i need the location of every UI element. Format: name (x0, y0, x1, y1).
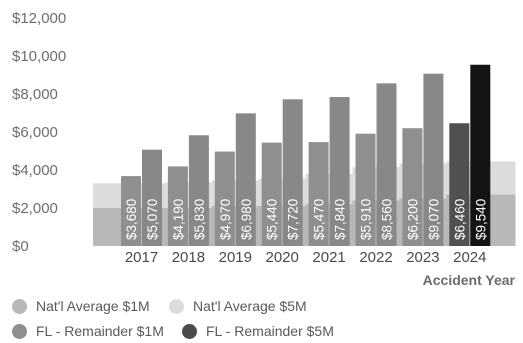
bar-fl-1m-2017 (121, 176, 141, 246)
legend-item-fl-1m: FL - Remainder $1M (12, 323, 164, 339)
x-tick-label: 2019 (219, 249, 252, 266)
legend-label-nat-5m: Nat'l Average $5M (193, 298, 307, 314)
bar-label-fl-5m-2019: $6,980 (239, 199, 254, 240)
bar-fl-5m-2017 (142, 149, 162, 246)
bar-label-fl-1m-2017: $3,680 (124, 199, 139, 240)
bar-label-fl-1m-2019: $4,970 (218, 199, 233, 240)
legend-swatch-fl-1m (12, 323, 27, 339)
legend: Nat'l Average $1M Nat'l Average $5M FL -… (0, 290, 523, 343)
x-tick-label: 2018 (172, 249, 205, 266)
bar-label-fl-1m-2024: $6,460 (452, 199, 467, 240)
bar-fl-1m-2024 (449, 123, 470, 246)
bar-chart: $0 $2,000 $4,000 $6,000 $8,000 $10,000 $12,000… (12, 10, 516, 288)
legend-label-nat-1m: Nat'l Average $1M (36, 298, 150, 314)
x-tick-label: 2024 (453, 249, 486, 266)
bar-fl-5m-2019 (235, 113, 256, 246)
bar-series: $3,680 $5,070 $4,190 $5,830 $4,970 $6,980 $5,4… (121, 64, 491, 247)
bar-fl-1m-2018 (167, 166, 188, 246)
bar-label-fl-5m-2021: $7,840 (333, 199, 348, 240)
bar-fl-1m-2022 (355, 133, 376, 246)
bar-fl-1m-2023 (402, 128, 423, 246)
y-tick-label: $10,000 (12, 48, 66, 65)
y-tick-label: $6,000 (12, 124, 58, 141)
bar-fl-5m-2020 (282, 99, 303, 246)
bar-fl-5m-2018 (188, 135, 209, 246)
legend-label-fl-1m: FL - Remainder $1M (36, 323, 164, 339)
x-tick-label: 2017 (125, 249, 158, 266)
y-tick-label: $0 (12, 238, 29, 255)
y-tick-label: $8,000 (12, 86, 58, 103)
x-tick-label: 2020 (266, 249, 299, 266)
legend-item-fl-5m: FL - Remainder $5M (182, 323, 334, 339)
bar-label-fl-5m-2020: $7,720 (286, 199, 301, 240)
bar-label-fl-5m-2023: $9,070 (426, 199, 441, 240)
legend-item-nat-1m: Nat'l Average $1M (12, 298, 150, 314)
bar-label-fl-1m-2023: $6,200 (405, 199, 420, 240)
bar-label-fl-1m-2021: $5,470 (312, 199, 327, 240)
y-tick-label: $4,000 (12, 162, 58, 179)
bar-fl-5m-2021 (329, 97, 350, 246)
x-axis-label: Accident Year (423, 272, 516, 288)
legend-swatch-nat-5m (169, 298, 184, 314)
x-axis: 2017 2018 2019 2020 2021 2022 2023 2024 (125, 249, 487, 266)
legend-swatch-fl-5m (182, 323, 197, 339)
bar-label-fl-1m-2022: $5,910 (359, 199, 374, 240)
y-axis: $0 $2,000 $4,000 $6,000 $8,000 $10,000 $12,000 (12, 10, 66, 255)
legend-label-fl-5m: FL - Remainder $5M (206, 323, 334, 339)
x-tick-label: 2022 (359, 249, 392, 266)
bar-label-fl-5m-2017: $5,070 (145, 199, 160, 240)
bar-fl-1m-2019 (214, 151, 235, 246)
bar-fl-5m-2024 (470, 64, 491, 247)
bar-fl-1m-2021 (308, 142, 329, 246)
bar-fl-5m-2022 (376, 83, 397, 246)
bar-label-fl-5m-2022: $8,560 (380, 199, 395, 240)
legend-swatch-nat-1m (12, 298, 27, 314)
x-tick-label: 2021 (312, 249, 345, 266)
legend-item-nat-5m: Nat'l Average $5M (169, 298, 307, 314)
bar-fl-1m-2020 (261, 142, 282, 246)
bar-fl-5m-2023 (423, 73, 444, 246)
y-tick-label: $2,000 (12, 200, 58, 217)
bar-label-fl-5m-2018: $5,830 (192, 199, 207, 240)
y-tick-label: $12,000 (12, 10, 66, 27)
bar-label-fl-5m-2024: $9,540 (473, 199, 488, 240)
bar-label-fl-1m-2020: $5,440 (265, 199, 280, 240)
x-tick-label: 2023 (406, 249, 439, 266)
bar-label-fl-1m-2018: $4,190 (171, 199, 186, 240)
